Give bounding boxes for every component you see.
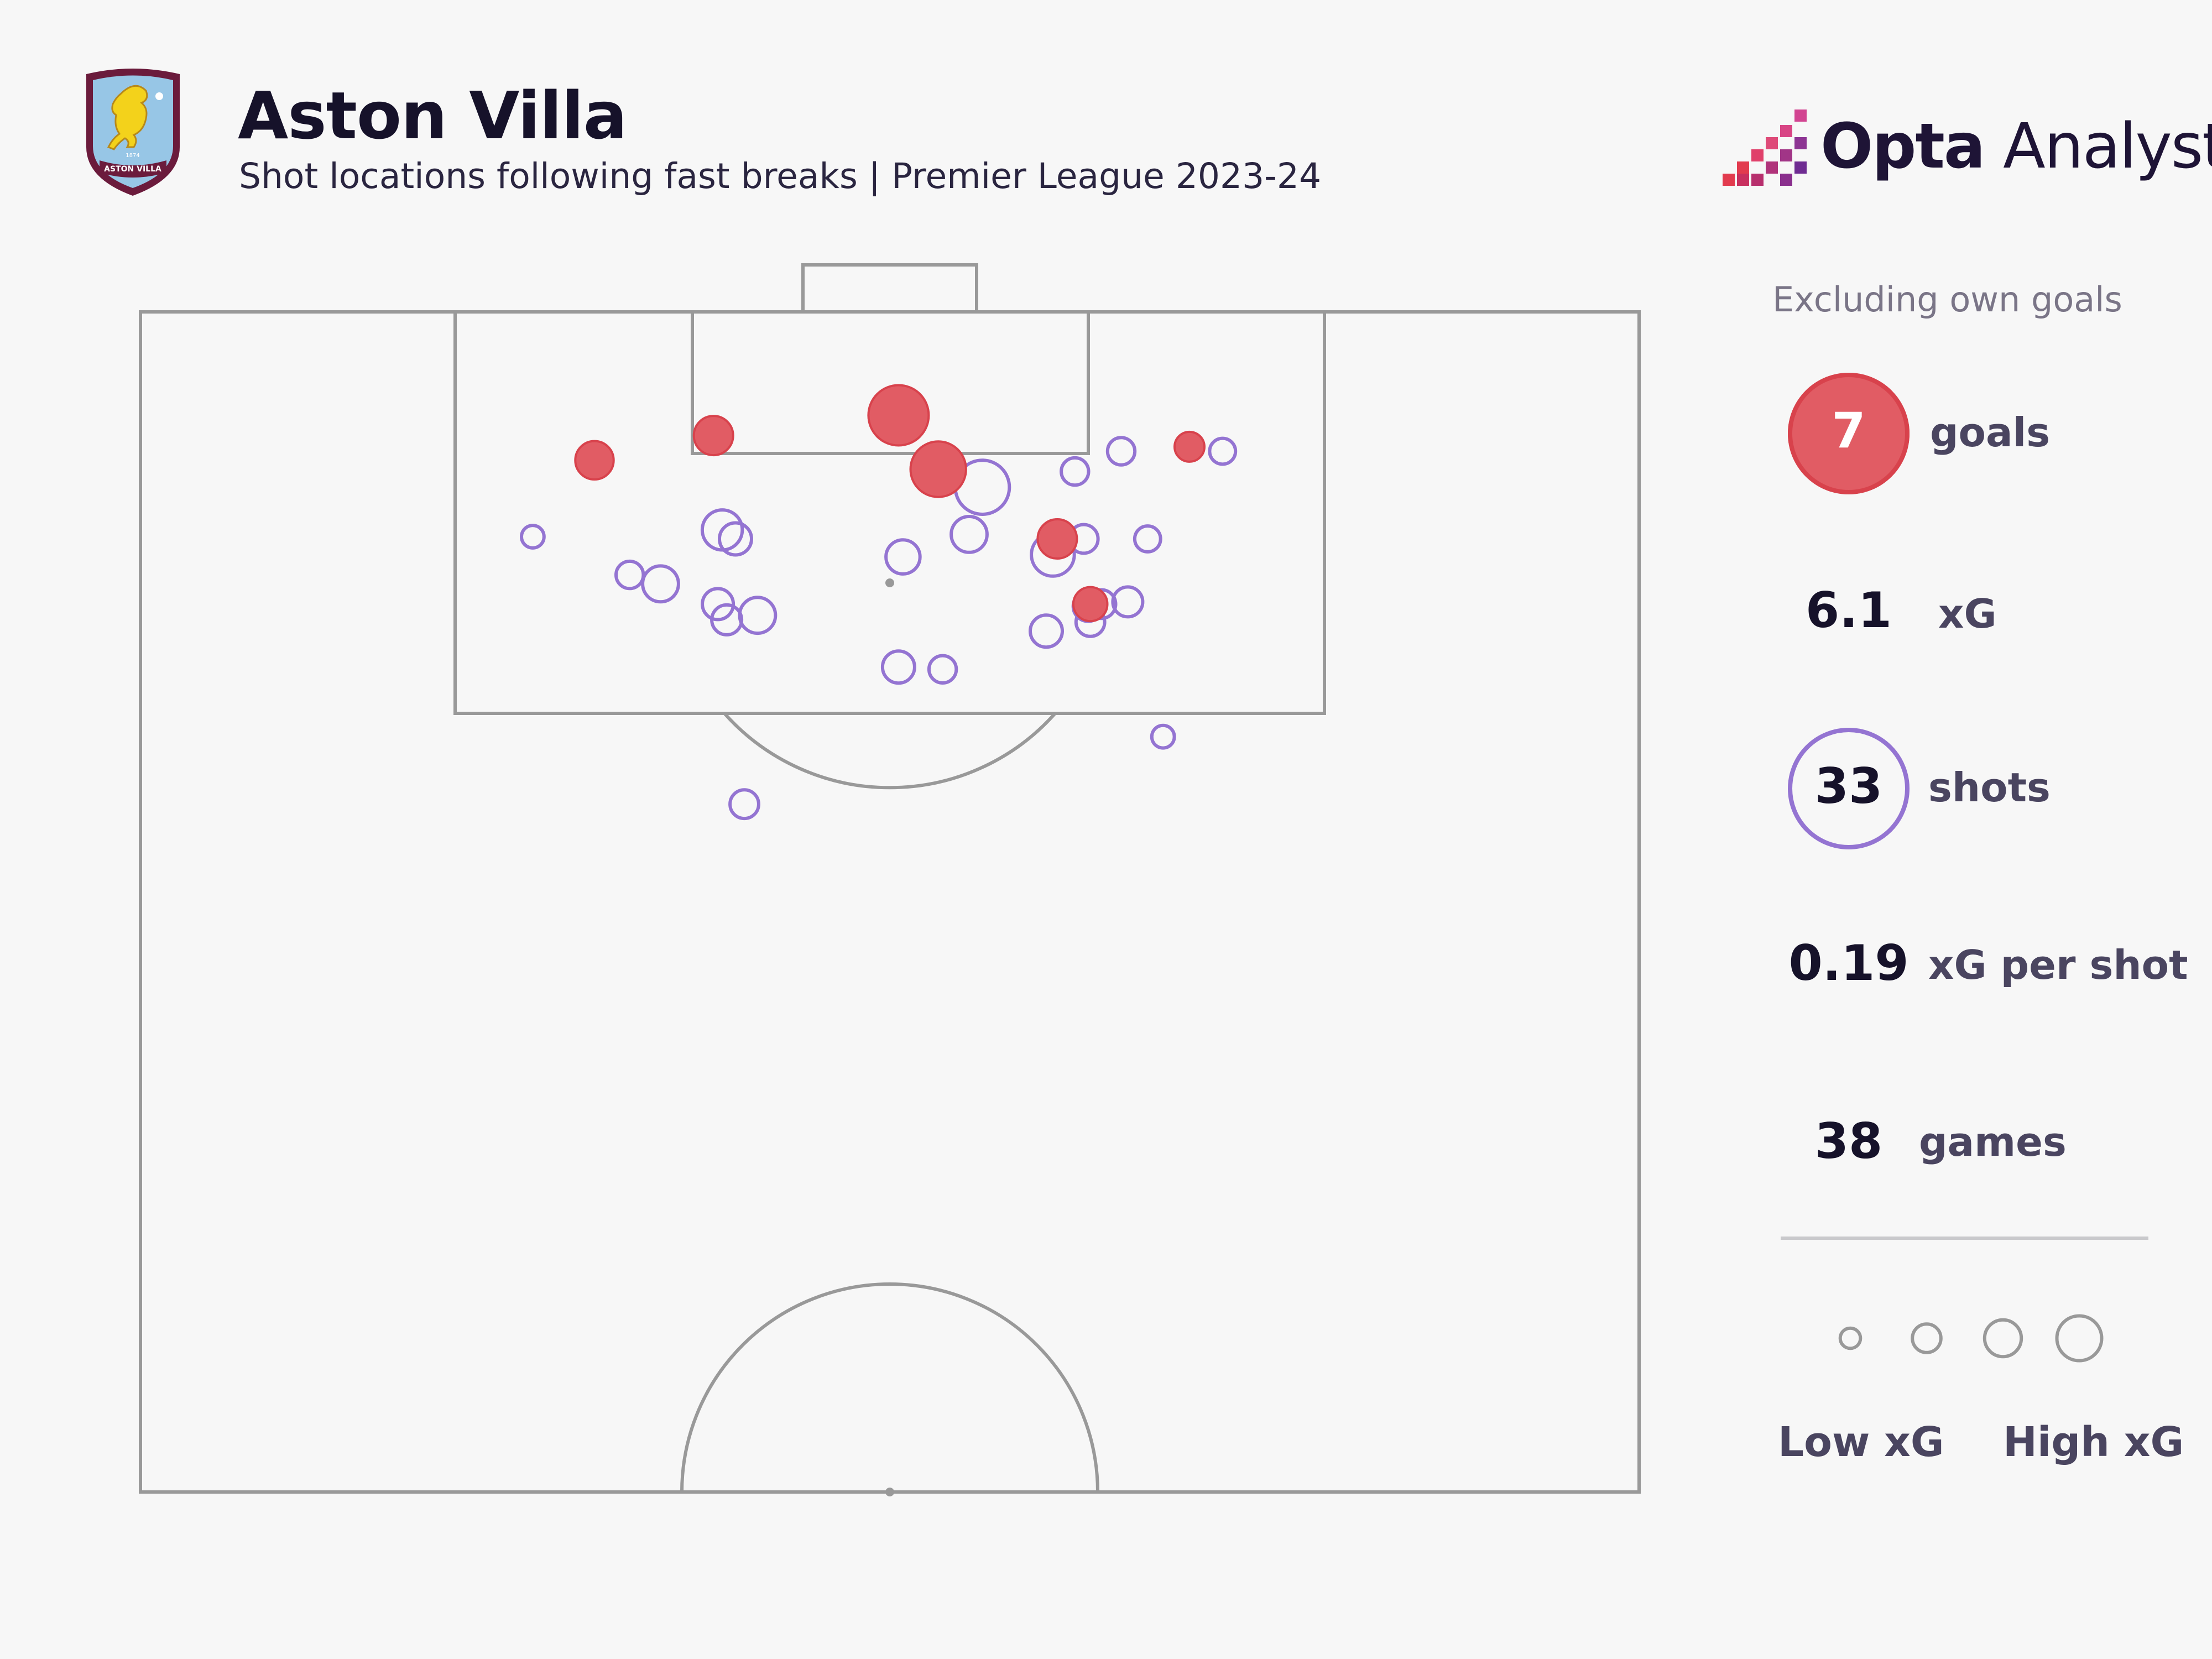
- brand-analyst: Analyst: [1984, 111, 2212, 182]
- xg-value: 6.1: [1806, 582, 1892, 639]
- legend-size-marker: [2055, 1314, 2104, 1363]
- games-value: 38: [1814, 1113, 1883, 1170]
- legend-high-label: High xG: [2003, 1418, 2184, 1466]
- xg-per-shot-label: xG per shot: [1928, 942, 2188, 988]
- penalty-arc: [723, 712, 1057, 790]
- crest-year: 1874: [126, 153, 139, 159]
- shot-marker: [614, 559, 645, 591]
- goal-shot-marker: [867, 384, 930, 447]
- games-label: games: [1919, 1119, 2067, 1165]
- penalty-spot: [885, 578, 894, 587]
- goals-value: 7: [1832, 402, 1866, 459]
- six-yard-box: [691, 310, 1090, 455]
- goal: [801, 263, 978, 314]
- shot-marker: [1133, 524, 1162, 554]
- shot-marker: [1150, 723, 1176, 750]
- xg-size-legend: [1838, 1314, 2104, 1363]
- pitch-outline: [139, 310, 1641, 1494]
- crest-text: ASTON VILLA: [104, 165, 161, 174]
- opta-logo-icon: [1723, 109, 1807, 186]
- shot-marker: [520, 524, 546, 550]
- goals-label: goals: [1930, 409, 2051, 456]
- opta-analyst-wordmark: Opta Analyst: [1820, 111, 2212, 182]
- shot-marker: [738, 596, 778, 635]
- legend-size-marker: [1838, 1326, 1863, 1350]
- shots-label: shots: [1928, 764, 2051, 811]
- xg-label: xG: [1938, 591, 1997, 637]
- shot-marker: [701, 587, 735, 622]
- panel-divider: [1781, 1237, 2148, 1240]
- shot-marker: [1111, 585, 1145, 619]
- legend-low-label: Low xG: [1778, 1418, 1944, 1466]
- goals-badge: [1788, 373, 1910, 494]
- goal-shot-marker: [909, 440, 967, 498]
- chart-title: Aston Villa: [238, 77, 627, 154]
- brand-opta: Opta: [1820, 111, 1985, 182]
- goal-shot-marker: [1036, 518, 1078, 560]
- shot-marker: [641, 564, 680, 604]
- chart-subtitle: Shot locations following fast breaks | P…: [239, 156, 1322, 196]
- own-goals-note: Excluding own goals: [1772, 279, 2122, 320]
- shot-marker: [880, 649, 916, 685]
- pitch-markings: [139, 263, 1641, 1494]
- legend-size-marker: [1983, 1318, 2023, 1359]
- shot-marker: [1105, 436, 1137, 467]
- shot-marker: [718, 521, 753, 557]
- centre-spot: [885, 1488, 894, 1496]
- shots-layer: [520, 384, 1238, 821]
- centre-circle: [680, 1282, 1099, 1493]
- shots-value: 33: [1814, 758, 1883, 815]
- xg-per-shot-value: 0.19: [1788, 935, 1909, 992]
- legend-size-marker: [1911, 1322, 1943, 1354]
- club-crest: 1874 ASTON VILLA: [86, 69, 180, 196]
- goal-shot-marker: [574, 440, 615, 481]
- goal-shot-marker: [1072, 586, 1109, 623]
- shot-marker: [728, 788, 760, 821]
- shot-marker: [1060, 456, 1091, 487]
- shot-map-pitch: [139, 263, 1641, 1496]
- shot-marker: [1029, 613, 1064, 649]
- shot-marker: [950, 515, 989, 554]
- shot-marker: [927, 654, 958, 685]
- goal-shot-marker: [692, 415, 734, 457]
- shot-marker: [1208, 436, 1238, 466]
- goal-shot-marker: [1173, 430, 1206, 463]
- shot-marker: [884, 538, 922, 576]
- shots-badge: [1788, 728, 1910, 849]
